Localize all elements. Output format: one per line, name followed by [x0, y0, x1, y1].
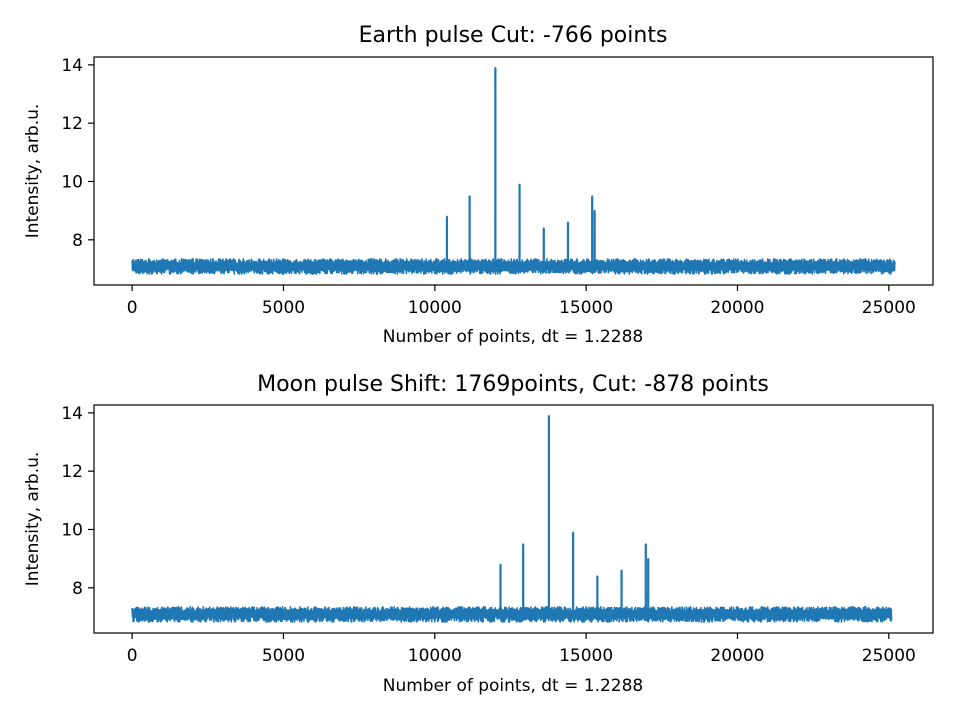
y-tick-label: 12 — [61, 462, 83, 482]
y-tick-label: 8 — [72, 579, 83, 599]
subplot-earth: Earth pulse Cut: -766 points Number of p… — [23, 23, 934, 347]
subplot-moon: Moon pulse Shift: 1769points, Cut: -878 … — [23, 372, 934, 696]
y-tick-label: 12 — [61, 114, 83, 134]
y-axis-label: Intensity, arb.u. — [23, 104, 43, 239]
x-tick-label: 10000 — [408, 646, 462, 666]
y-tick-label: 10 — [61, 172, 83, 192]
y-tick-label: 14 — [61, 404, 83, 424]
y-tick-label: 14 — [61, 56, 83, 76]
x-tick-label: 15000 — [559, 298, 613, 318]
x-tick-label: 5000 — [262, 298, 305, 318]
chart-title: Moon pulse Shift: 1769points, Cut: -878 … — [257, 372, 769, 397]
data-series-line — [131, 414, 893, 623]
y-tick-label: 10 — [61, 520, 83, 540]
x-tick-label: 25000 — [862, 646, 916, 666]
x-axis-label: Number of points, dt = 1.2288 — [383, 676, 644, 696]
x-axis-label: Number of points, dt = 1.2288 — [383, 327, 644, 347]
data-series-line — [131, 66, 896, 275]
x-tick-label: 0 — [127, 646, 138, 666]
x-tick-label: 0 — [127, 298, 138, 318]
x-tick-label: 5000 — [262, 646, 305, 666]
axes-frame — [93, 404, 934, 634]
x-tick-label: 10000 — [408, 298, 462, 318]
y-tick-label: 8 — [72, 231, 83, 251]
chart-title: Earth pulse Cut: -766 points — [359, 23, 668, 48]
y-axis-label: Intensity, arb.u. — [23, 452, 43, 587]
x-tick-label: 20000 — [710, 646, 764, 666]
x-tick-label: 20000 — [710, 298, 764, 318]
x-tick-label: 25000 — [862, 298, 916, 318]
x-tick-label: 15000 — [559, 646, 613, 666]
plot-area: 0 5000 10000 15000 20000 25000 8 10 12 14 — [61, 404, 934, 666]
axes-frame — [93, 56, 934, 286]
plot-area: 0 5000 10000 15000 20000 25000 8 10 12 14 — [61, 56, 934, 318]
